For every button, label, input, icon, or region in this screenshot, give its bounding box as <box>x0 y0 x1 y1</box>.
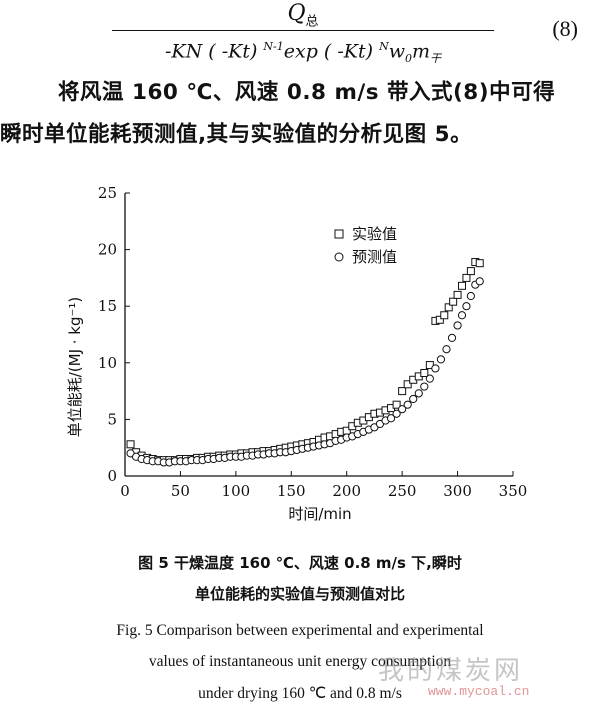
data-point-experimental <box>435 315 444 324</box>
data-point-predicted <box>386 414 396 423</box>
equation-numerator: Q总 <box>287 1 319 30</box>
data-point-predicted <box>392 409 401 418</box>
equation-8: Q总 -KN ( -Kt) N-1exp ( -Kt) Nw0m干 (8) <box>0 0 600 70</box>
caption-en-line-1: Fig. 5 Comparison between experimental a… <box>116 622 484 639</box>
y-tick-label: 0 <box>107 467 117 485</box>
data-point-predicted <box>453 321 462 330</box>
y-tick-label: 20 <box>98 241 117 259</box>
data-point-predicted <box>431 364 440 373</box>
legend-marker-circle <box>334 252 344 262</box>
paragraph-line-1: 将风温 160 ℃、风速 0.8 m/s 带入式(8)中可得 <box>58 80 556 105</box>
data-point-experimental <box>126 440 135 449</box>
x-tick-label: 100 <box>222 482 251 500</box>
equation-fraction: Q总 -KN ( -Kt) N-1exp ( -Kt) Nw0m干 <box>112 0 494 73</box>
x-tick-label: 250 <box>388 482 417 500</box>
y-tick-label: 10 <box>98 354 117 372</box>
y-tick-label: 15 <box>98 297 117 315</box>
data-point-predicted <box>414 389 423 398</box>
data-point-experimental <box>403 380 412 389</box>
y-tick-label: 25 <box>98 184 117 202</box>
x-tick-label: 0 <box>120 482 130 500</box>
data-point-experimental <box>449 297 458 306</box>
legend-marker-square <box>334 229 344 239</box>
watermark-url: www.mycoal.cn <box>428 684 530 699</box>
data-point-experimental <box>444 303 453 312</box>
equation-number: (8) <box>552 16 578 41</box>
data-point-predicted <box>420 382 429 391</box>
legend-label: 预测值 <box>352 248 397 266</box>
chart-marks <box>126 258 484 467</box>
x-tick-label: 300 <box>443 482 472 500</box>
data-point-predicted <box>403 400 412 409</box>
chart-axes <box>124 193 513 477</box>
data-point-predicted <box>436 355 446 364</box>
chart-ticks: 0 50 100 150 200 250 300 350 0 5 10 15 20 25 <box>98 184 527 500</box>
data-point-predicted <box>466 291 475 301</box>
data-point-predicted <box>462 302 471 311</box>
x-tick-label: 350 <box>499 482 528 500</box>
caption-cn-line-1: 图 5 干燥温度 160 ℃、风速 0.8 m/s 下,瞬时 <box>138 554 462 572</box>
data-point-experimental <box>440 311 449 320</box>
equation-denominator: -KN ( -Kt) N-1exp ( -Kt) Nw0m干 <box>164 40 442 66</box>
data-point-experimental <box>475 259 484 268</box>
caption-cn-line-2: 单位能耗的实验值与预测值对比 <box>194 585 405 603</box>
data-point-predicted <box>398 405 407 414</box>
energy-consumption-chart: 0 50 100 150 200 250 300 350 0 5 10 15 20 25 单位能耗/(MJ… <box>66 184 527 523</box>
data-point-predicted <box>409 394 418 404</box>
data-point-experimental <box>453 290 462 299</box>
x-tick-label: 200 <box>332 482 361 500</box>
data-point-experimental <box>392 400 401 409</box>
data-point-predicted <box>442 345 451 354</box>
watermark-text: 我的煤炭网 <box>378 656 524 686</box>
data-point-experimental <box>398 387 407 396</box>
paragraph-line-2: 瞬时单位能耗预测值,其与实验值的分析见图 5。 <box>0 122 473 147</box>
x-tick-label: 50 <box>171 482 190 500</box>
legend-label: 实验值 <box>352 225 397 243</box>
data-point-experimental <box>462 273 471 282</box>
y-axis-label: 单位能耗/(MJ · kg⁻¹) <box>66 297 84 438</box>
data-point-predicted <box>457 311 467 320</box>
data-point-predicted <box>425 374 434 383</box>
fraction-bar <box>112 30 494 32</box>
data-point-experimental <box>466 267 475 276</box>
data-point-experimental <box>458 281 467 290</box>
data-point-predicted <box>447 333 457 342</box>
caption-en-line-2: values of instantaneous unit energy cons… <box>148 653 452 670</box>
y-tick-label: 5 <box>107 410 117 428</box>
x-tick-label: 150 <box>277 482 306 500</box>
data-point-experimental <box>420 368 429 377</box>
caption-en-line-3: under drying 160 ℃ and 0.8 m/s <box>198 685 402 702</box>
data-point-predicted <box>475 277 484 286</box>
watermark: 我的煤炭网 www.mycoal.cn <box>378 650 529 699</box>
x-axis-label: 时间/min <box>288 505 351 523</box>
